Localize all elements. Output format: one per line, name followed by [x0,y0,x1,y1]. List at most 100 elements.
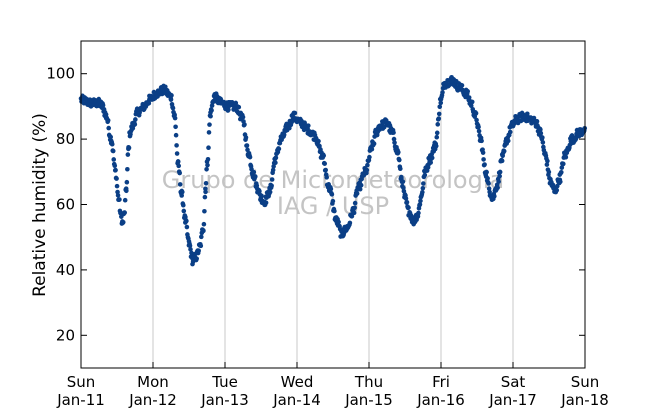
data-point [106,125,111,131]
data-point [108,134,113,140]
data-point [397,157,402,163]
data-point [207,122,212,127]
data-point [323,167,329,173]
data-point [276,146,282,152]
data-point [421,181,426,186]
data-point [480,150,486,155]
data-point [201,228,206,234]
data-point [400,179,406,185]
x-tick-label-date: Jan-13 [200,391,249,409]
data-point [558,179,563,185]
data-point [209,108,214,113]
data-point [243,135,249,140]
data-point [242,122,247,127]
data-point [188,247,193,252]
x-tick-label-date: Jan-17 [488,391,537,409]
data-point [184,218,189,224]
data-point [187,243,193,249]
data-point [172,115,178,121]
data-point [391,130,396,135]
data-point [174,143,179,148]
data-point [474,117,479,123]
data-point [486,181,491,186]
watermark-line-2: IAG / USP [277,192,389,220]
data-point [497,173,502,179]
data-point [482,162,487,167]
x-tick-label-day: Mon [137,373,169,391]
data-point [540,140,546,145]
x-tick-label-date: Jan-16 [416,391,465,409]
y-axis-title: Relative humidity (%) [30,113,50,297]
data-point [321,153,327,158]
data-point [422,172,428,178]
y-tick-label: 20 [56,326,75,344]
data-point [354,191,360,196]
data-point [174,151,180,156]
data-point [203,189,208,195]
data-point [440,90,445,95]
x-tick-label-day: Sun [571,373,600,391]
data-point [247,154,253,160]
data-point [476,124,481,130]
data-point [415,214,421,219]
data-point [403,196,409,201]
data-point [525,111,530,117]
data-point [201,221,207,227]
data-point [168,97,174,102]
data-point [133,117,138,122]
data-point [173,132,179,138]
data-point [244,143,250,148]
data-point [203,180,209,186]
data-point [364,167,370,173]
data-point [436,111,442,117]
data-point [468,103,474,109]
data-point [507,129,513,135]
data-point [205,156,211,162]
data-point [270,167,276,173]
x-axis: SunJan-11MonJan-12TueJan-13WedJan-14ThuJ… [56,41,609,409]
data-point [122,197,128,203]
data-point [484,169,489,175]
data-point [317,143,322,149]
data-point [563,155,569,160]
data-point [292,110,298,116]
data-point [332,208,337,214]
data-point [428,160,434,165]
data-point [206,130,212,135]
data-point [369,146,375,152]
x-tick-label-day: Sat [501,373,526,391]
data-point [417,202,423,207]
x-tick-label-day: Thu [354,373,383,391]
data-point [492,193,497,199]
data-point [438,100,444,106]
data-point [476,128,482,134]
data-point [329,192,335,197]
data-point [114,183,120,189]
data-point [352,205,357,211]
data-point [125,166,130,172]
data-point [398,166,403,172]
data-point [349,213,355,219]
data-point [259,193,264,199]
data-point [538,127,543,132]
data-point [501,148,507,154]
data-point [117,197,122,202]
y-tick-label: 100 [46,65,75,83]
data-point [181,202,186,208]
x-tick-label-day: Wed [281,373,314,391]
data-point [495,185,500,191]
watermark: Grupo de Micrometeorologia IAG / USP [162,166,504,220]
data-point [367,154,372,160]
data-point [100,102,106,108]
data-point [125,152,131,157]
data-point [120,219,126,225]
data-point [416,210,421,216]
data-point [420,189,425,195]
data-point [538,130,544,136]
data-point [485,176,490,181]
data-point [420,185,426,191]
y-axis: 20 40 60 80 100 [46,65,585,344]
